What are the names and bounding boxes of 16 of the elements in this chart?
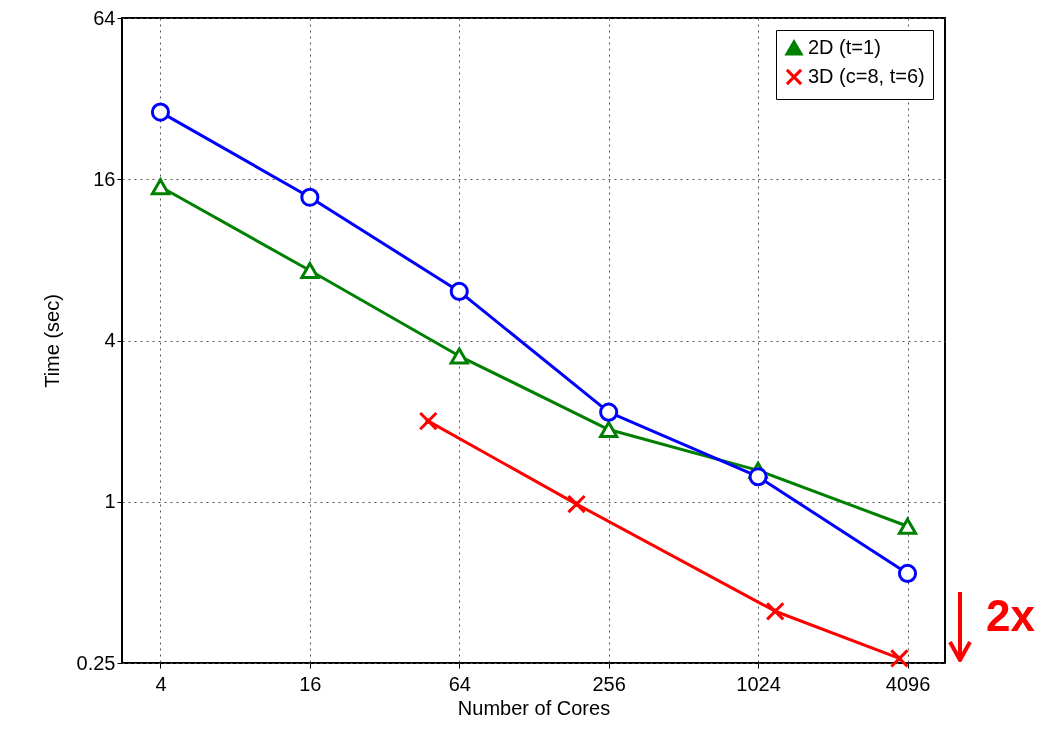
y-axis-title: Time (sec)	[40, 294, 63, 388]
legend-label: 3D (c=8, t=6)	[808, 65, 925, 87]
x-tick-label: 4096	[885, 672, 931, 695]
x-tick-label: 64	[448, 672, 471, 695]
text: 2x	[986, 591, 1035, 641]
x-axis-title: Number of Cores	[457, 696, 611, 719]
y-tick-label: 0.25	[76, 651, 116, 674]
x-tick-label: 1024	[736, 672, 781, 695]
y-tick-label: 1	[104, 490, 116, 513]
x-tick-label: 4	[155, 672, 167, 695]
y-tick-label: 64	[93, 6, 116, 29]
y-tick-label: 4	[104, 329, 116, 351]
y-tick-label: 16	[93, 167, 116, 190]
legend-label: 2D (t=1)	[808, 36, 881, 58]
x-tick-label: 16	[299, 672, 322, 695]
x-tick-label: 256	[592, 672, 626, 695]
